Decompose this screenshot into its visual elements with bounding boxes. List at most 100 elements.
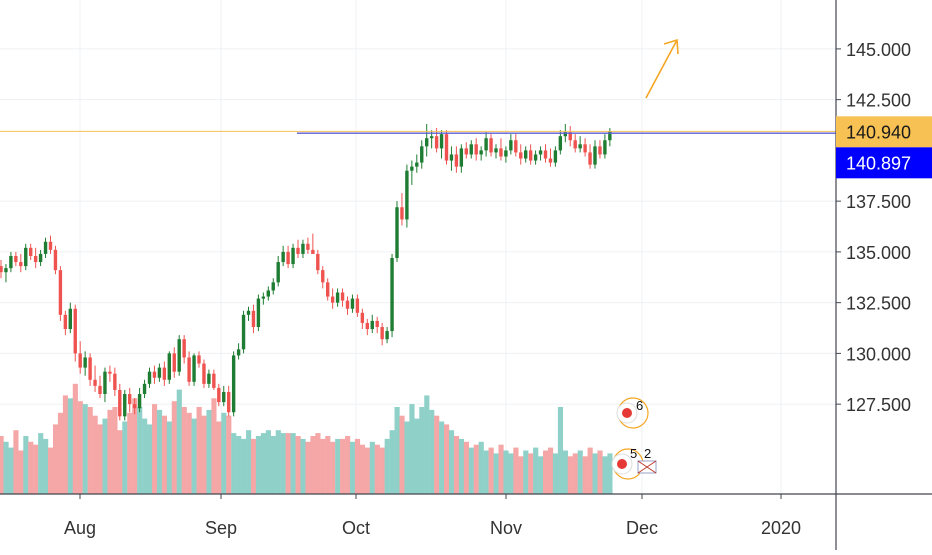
grid-lines [0, 0, 836, 494]
event-badge-count: 6 [636, 398, 643, 413]
volume-bar [33, 444, 39, 494]
volume-bar [354, 438, 361, 494]
volume-bar [468, 447, 474, 494]
volume-bar [439, 421, 445, 494]
candle-body [142, 383, 147, 394]
candle-body [276, 262, 280, 283]
candle-body [429, 136, 434, 139]
volume-bar [444, 424, 450, 494]
candle-body [157, 367, 162, 378]
volume-bar [582, 456, 588, 494]
volume-bar [255, 436, 262, 494]
volume-bar [562, 450, 568, 494]
volume-bar [226, 415, 232, 494]
candle-body [415, 162, 419, 167]
volume-bar [448, 430, 455, 494]
volume-bar [97, 424, 103, 494]
x-tick-label: Oct [342, 518, 370, 538]
candle-body [454, 154, 459, 167]
candle-body [395, 207, 399, 258]
volume-bar [498, 444, 504, 494]
volume-bar [533, 447, 539, 494]
candle-body [266, 290, 270, 297]
badge-dot [622, 408, 632, 418]
volume-bar [72, 383, 78, 494]
candle-body [271, 282, 275, 291]
volume-bar [577, 450, 583, 494]
candle-body [335, 292, 340, 303]
volume-bar [523, 450, 529, 494]
candle-body [459, 148, 464, 167]
volume-bar [528, 453, 534, 494]
candle-body [236, 349, 241, 356]
volume-bar [310, 436, 316, 494]
volume-bar [503, 450, 509, 494]
volume-bar [567, 456, 573, 494]
candle-body [182, 339, 186, 358]
candle-body [147, 371, 152, 384]
volume-bar [260, 433, 267, 494]
candle-body [578, 144, 582, 149]
volume-bar [557, 407, 564, 494]
event-badge-upper[interactable] [616, 397, 649, 429]
candle-body [241, 314, 246, 350]
volume-bar [176, 389, 182, 494]
candle-body [152, 371, 157, 378]
x-tick-label: Nov [490, 518, 522, 538]
volume-bar [315, 433, 321, 494]
event-badge-lower[interactable] [611, 448, 644, 480]
x-tick-label: Dec [626, 518, 658, 538]
y-tick-label: 145.000 [846, 40, 911, 60]
volume-bar [538, 456, 544, 494]
volume-bar [453, 436, 460, 494]
candle-body [360, 312, 365, 323]
candle-body [217, 387, 221, 403]
candle-body [246, 310, 251, 315]
candle-body [434, 136, 439, 149]
volume-bar [132, 398, 138, 494]
volume-bar [0, 436, 4, 494]
volume-bar [345, 436, 351, 494]
candle-body [321, 270, 325, 283]
volume-bar [231, 433, 237, 494]
volume-bar [166, 421, 172, 494]
candle-body [598, 146, 602, 155]
price-lines[interactable] [0, 130, 836, 134]
volume-bar [147, 424, 153, 494]
candle-body [410, 166, 414, 171]
volume-bar [359, 444, 366, 494]
volume-bar [325, 436, 331, 494]
x-tick-label: Aug [64, 518, 96, 538]
price-labels: 140.940 140.897 [836, 116, 932, 179]
volume-bar [414, 418, 420, 494]
candle-body [504, 150, 508, 157]
volume-bar [48, 447, 54, 494]
candle-body [9, 255, 13, 269]
volume-bar [424, 395, 430, 494]
volume-bar [18, 450, 24, 494]
candle-body [553, 150, 558, 163]
candle-body [48, 241, 53, 250]
volume-bar [290, 433, 296, 494]
arrow-annotation[interactable] [645, 38, 679, 99]
volume-bar [488, 447, 494, 494]
annotations[interactable]: 6 5 2 [611, 38, 679, 480]
volume-bar [196, 407, 202, 494]
candle-body [33, 255, 38, 263]
y-tick-label: 137.500 [846, 192, 911, 212]
volume-bar [552, 453, 559, 494]
volume-bar [43, 438, 49, 494]
candle-body [524, 150, 528, 159]
y-tick-label: 132.500 [846, 294, 911, 314]
volume-bars [0, 383, 613, 494]
candle-body [583, 144, 587, 153]
candle-body [261, 296, 266, 299]
volume-bar [483, 450, 489, 494]
volume-bar [399, 415, 405, 494]
y-tick-label: 142.500 [846, 91, 911, 111]
candle-body [340, 292, 345, 301]
candle-body [123, 394, 127, 417]
x-tick-label: Sep [205, 518, 237, 538]
